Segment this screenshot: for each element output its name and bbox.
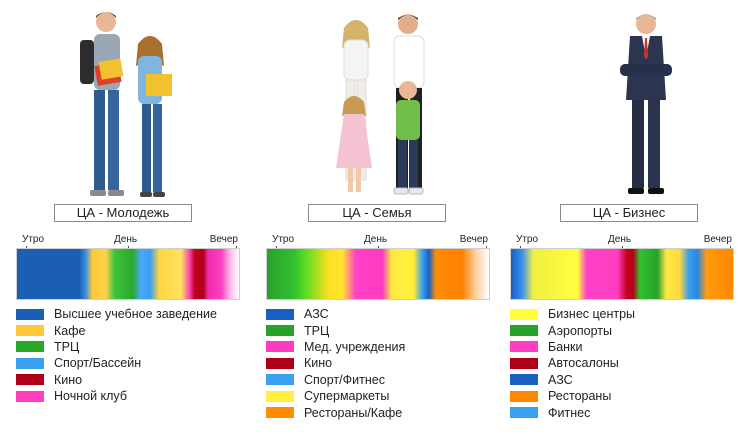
legend: АЗС ТРЦ Мед. учреждения Кино Спорт/Фитне… — [266, 306, 498, 421]
legend-swatch — [510, 374, 538, 386]
legend-swatch — [266, 308, 294, 320]
legend-swatch — [510, 357, 538, 369]
segment-label: ЦА - Бизнес — [560, 204, 698, 222]
legend-label: Рестораны — [548, 389, 612, 404]
legend: Высшее учебное заведение Кафе ТРЦ Спорт/… — [16, 306, 248, 404]
scale-evening: Вечер — [209, 234, 238, 245]
legend-swatch — [266, 325, 294, 337]
segment-label: ЦА - Молодежь — [54, 204, 192, 222]
legend-label: Аэропорты — [548, 323, 613, 338]
legend-item: АЗС — [266, 306, 498, 322]
legend-label: Супермаркеты — [304, 389, 390, 404]
legend-swatch — [510, 341, 538, 353]
legend-item: Мед. учреждения — [266, 339, 498, 355]
legend-swatch — [266, 357, 294, 369]
legend-label: Рестораны/Кафе — [304, 405, 403, 420]
segment-business: ЦА - Бизнес Утро День Вечер Бизнес центр… — [508, 0, 738, 434]
legend-swatch — [16, 374, 44, 386]
legend-label: Мед. учреждения — [304, 339, 406, 354]
time-scale: Утро День Вечер — [14, 234, 238, 246]
family-photo — [336, 14, 425, 195]
activity-gradient-bar — [510, 248, 734, 300]
legend-label: АЗС — [304, 307, 329, 322]
time-scale: Утро День Вечер — [264, 234, 488, 246]
legend-label: ТРЦ — [54, 339, 80, 354]
legend-swatch — [510, 390, 538, 402]
legend-item: Аэропорты — [510, 322, 742, 338]
scale-morning: Утро — [516, 234, 539, 245]
legend-item: Банки — [510, 339, 742, 355]
legend-swatch — [266, 407, 294, 419]
legend-item: Рестораны/Кафе — [266, 404, 498, 420]
scale-evening: Вечер — [703, 234, 732, 245]
legend-item: Кино — [16, 372, 248, 388]
legend-label: Высшее учебное заведение — [54, 307, 217, 322]
legend-label: Автосалоны — [548, 356, 619, 371]
legend-item: ТРЦ — [16, 339, 248, 355]
legend-swatch — [16, 357, 44, 369]
legend-label: Кино — [54, 372, 83, 387]
legend-label: Банки — [548, 339, 583, 354]
youth-couple-photo — [80, 12, 172, 197]
legend-label: Спорт/Фитнес — [304, 372, 385, 387]
legend: Бизнес центры Аэропорты Банки Автосалоны… — [510, 306, 742, 421]
legend-label: ТРЦ — [304, 323, 330, 338]
legend-label: Бизнес центры — [548, 307, 636, 322]
activity-gradient-bar — [266, 248, 490, 300]
legend-label: Кино — [304, 356, 333, 371]
legend-label: Фитнес — [548, 405, 591, 420]
legend-item: АЗС — [510, 372, 742, 388]
scale-day: День — [608, 234, 632, 245]
businessman-photo — [620, 14, 672, 194]
legend-swatch — [16, 341, 44, 353]
scale-day: День — [114, 234, 138, 245]
legend-item: Автосалоны — [510, 355, 742, 371]
activity-gradient-bar — [16, 248, 240, 300]
legend-item: Фитнес — [510, 404, 742, 420]
legend-item: Бизнес центры — [510, 306, 742, 322]
legend-label: Спорт/Бассейн — [54, 356, 142, 371]
segment-family: ЦА - Семья Утро День Вечер АЗС ТРЦ Мед. … — [264, 0, 494, 434]
legend-swatch — [266, 390, 294, 402]
legend-swatch — [266, 374, 294, 386]
legend-swatch — [16, 390, 44, 402]
legend-item: ТРЦ — [266, 322, 498, 338]
scale-morning: Утро — [272, 234, 295, 245]
legend-swatch — [16, 308, 44, 320]
legend-label: Кафе — [54, 323, 86, 338]
scale-day: День — [364, 234, 388, 245]
legend-swatch — [510, 308, 538, 320]
segment-youth: ЦА - Молодежь Утро День Вечер Высшее уче… — [14, 0, 244, 434]
legend-item: Кино — [266, 355, 498, 371]
legend-swatch — [510, 407, 538, 419]
scale-evening: Вечер — [459, 234, 488, 245]
legend-item: Ночной клуб — [16, 388, 248, 404]
legend-swatch — [266, 341, 294, 353]
legend-item: Спорт/Фитнес — [266, 372, 498, 388]
legend-item: Рестораны — [510, 388, 742, 404]
scale-morning: Утро — [22, 234, 45, 245]
legend-item: Супермаркеты — [266, 388, 498, 404]
legend-swatch — [510, 325, 538, 337]
legend-item: Спорт/Бассейн — [16, 355, 248, 371]
legend-label: АЗС — [548, 372, 573, 387]
time-scale: Утро День Вечер — [508, 234, 732, 246]
legend-swatch — [16, 325, 44, 337]
legend-label: Ночной клуб — [54, 389, 127, 404]
legend-item: Кафе — [16, 322, 248, 338]
legend-item: Высшее учебное заведение — [16, 306, 248, 322]
segment-label: ЦА - Семья — [308, 204, 446, 222]
